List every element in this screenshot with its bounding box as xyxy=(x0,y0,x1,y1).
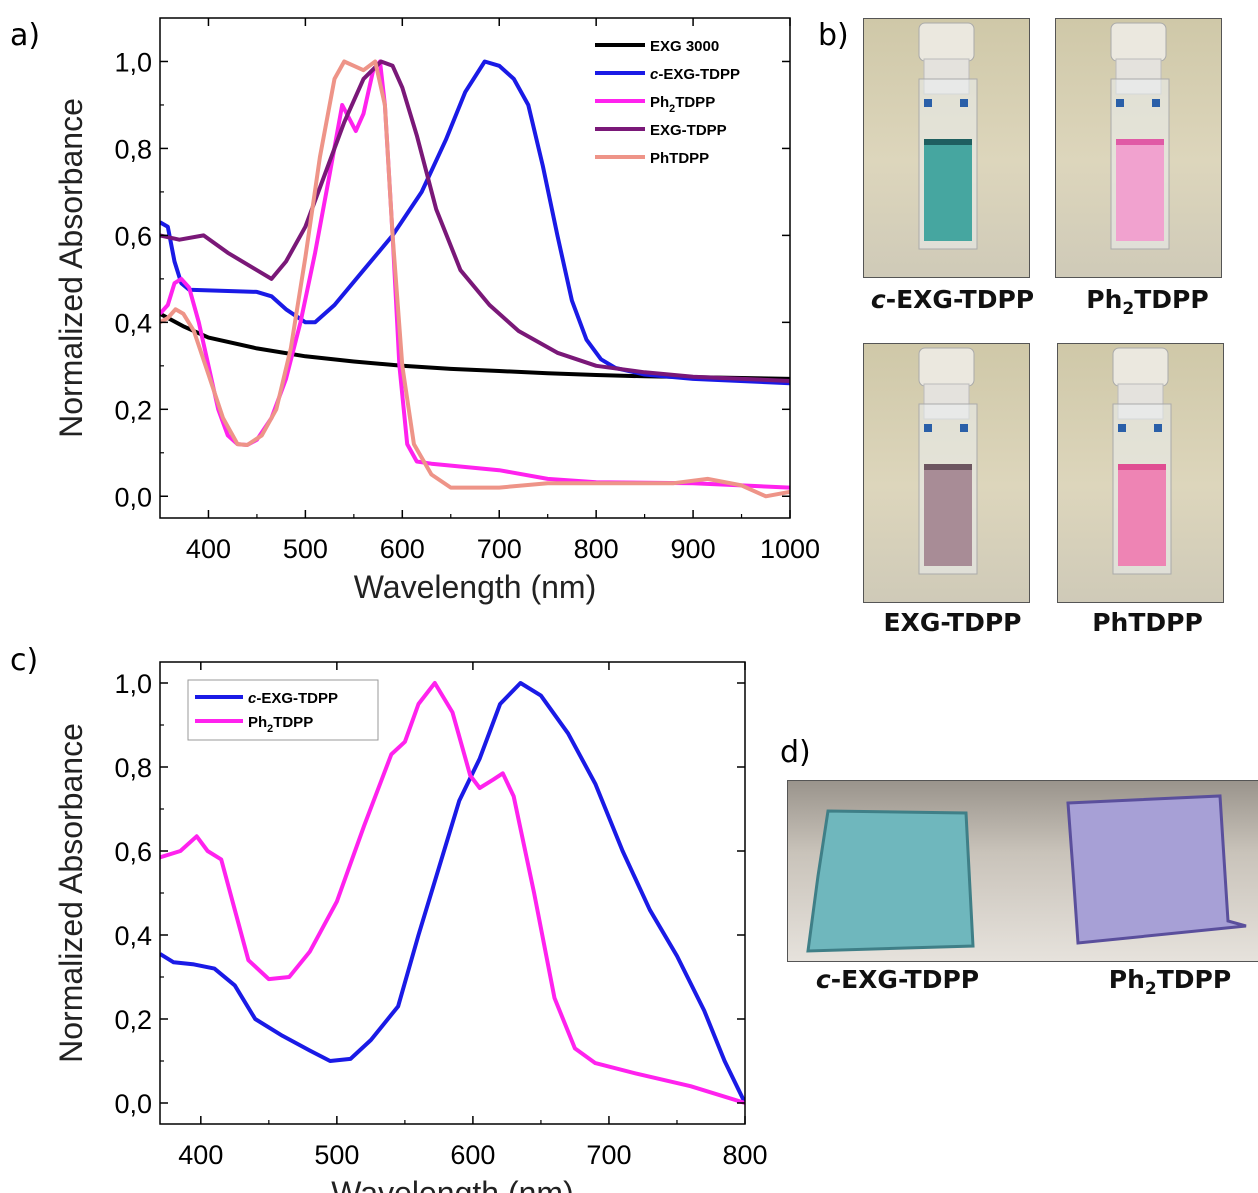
legend-label-3: EXG-TDPP xyxy=(650,122,727,139)
legend-label-0: c-EXG-TDPP xyxy=(248,690,338,707)
cuvette-caption-2: EXG-TDPP xyxy=(883,608,1022,637)
y-tick-label: 0,2 xyxy=(114,1005,152,1035)
cuvette-cap xyxy=(1110,22,1167,62)
x-tick-label: 500 xyxy=(314,1140,359,1170)
y-tick-label: 0,4 xyxy=(114,308,152,338)
cuvette-marker xyxy=(1118,424,1126,432)
series-line-1 xyxy=(160,59,790,386)
absorbance-chart-c: 400 500 600 700 800 0,0 0,2 0,4 0,6 0,8 1,0 Wavelen… xyxy=(53,661,768,1193)
series-line-0 xyxy=(160,681,745,1104)
legend-label-1: c-EXG-TDPP xyxy=(650,66,740,83)
cuvette-photo-1 xyxy=(1055,18,1222,278)
legend-label-4: PhTDPP xyxy=(650,150,709,167)
cuvette-marker xyxy=(960,99,968,107)
cuvette-cap xyxy=(918,22,975,62)
legend-box xyxy=(187,679,379,741)
x-tick-label: 700 xyxy=(586,1140,631,1170)
cuvette-cap xyxy=(918,347,975,387)
series-line-0 xyxy=(160,311,790,381)
panel-label-a: a) xyxy=(10,18,41,53)
cuvette-caption-0: c-EXG-TDPP xyxy=(870,285,1035,314)
series-line-3 xyxy=(160,59,790,383)
series-line-2 xyxy=(160,59,790,490)
cuvette-caption-1: Ph2TDPP xyxy=(1086,285,1209,319)
absorbance-chart-a: 400 500 600 700 800 900 1000 0,0 0,2 0,4 0,6 0,8 1,0… xyxy=(53,17,820,605)
cuvette-cap xyxy=(1112,347,1169,387)
cuvette-meniscus xyxy=(1118,464,1166,470)
cuvette-marker xyxy=(1152,99,1160,107)
plot-frame xyxy=(159,17,791,519)
x-tick-label: 400 xyxy=(178,1140,223,1170)
y-tick-label: 0,8 xyxy=(114,753,152,783)
x-axis-label: Wavelength (nm) xyxy=(354,569,596,605)
legend-label-1: Ph2TDPP xyxy=(248,714,313,735)
cuvette-marker xyxy=(960,424,968,432)
cuvette-drawing-2 xyxy=(918,347,978,575)
film-caption-left: c-EXG-TDPP xyxy=(815,965,980,994)
y-tick-label: 1,0 xyxy=(114,47,152,77)
cuvette-drawing-0 xyxy=(918,22,978,250)
cuvette-marker xyxy=(1154,424,1162,432)
cuvette-photo-3 xyxy=(1057,343,1224,603)
cuvette-photo-0 xyxy=(863,18,1030,278)
x-tick-label: 400 xyxy=(186,534,231,564)
y-tick-label: 0,6 xyxy=(114,221,152,251)
cuvette-photo-2 xyxy=(863,343,1030,603)
y-axis-label: Normalized Absorbance xyxy=(53,723,89,1063)
cuvette-liquid xyxy=(924,464,972,566)
cuvette-liquid xyxy=(924,139,972,241)
cuvette-liquid xyxy=(1116,139,1164,241)
x-axis-label: Wavelength (nm) xyxy=(331,1175,573,1193)
film-photo-drawing xyxy=(806,794,1247,953)
panel-label-d: d) xyxy=(780,735,811,770)
x-tick-label: 700 xyxy=(477,534,522,564)
x-tick-label: 600 xyxy=(380,534,425,564)
cuvette-liquid xyxy=(1118,464,1166,566)
y-tick-label: 1,0 xyxy=(114,669,152,699)
cuvette-drawing-1 xyxy=(1110,22,1170,250)
y-tick-label: 0,2 xyxy=(114,395,152,425)
cuvette-meniscus xyxy=(1116,139,1164,145)
y-tick-label: 0,0 xyxy=(114,1089,152,1119)
x-tick-label: 800 xyxy=(574,534,619,564)
legend-label-0: EXG 3000 xyxy=(650,38,719,55)
y-tick-label: 0,6 xyxy=(114,837,152,867)
legend-label-2: Ph2TDPP xyxy=(650,94,715,115)
film-ph2tdpp xyxy=(1066,794,1247,945)
cuvette-marker xyxy=(924,424,932,432)
x-tick-label: 800 xyxy=(722,1140,767,1170)
cuvette-marker xyxy=(1116,99,1124,107)
cuvette-marker xyxy=(924,99,932,107)
film-c-exg-tdpp xyxy=(806,809,975,953)
x-tick-label: 500 xyxy=(283,534,328,564)
y-tick-label: 0,0 xyxy=(114,482,152,512)
series-line-4 xyxy=(160,59,790,499)
series-line-1 xyxy=(160,681,745,1105)
panel-label-b: b) xyxy=(818,18,849,53)
legend: c-EXG-TDPP Ph2TDPP xyxy=(187,679,379,741)
cuvette-caption-3: PhTDPP xyxy=(1092,608,1203,637)
x-tick-label: 900 xyxy=(671,534,716,564)
y-axis-label: Normalized Absorbance xyxy=(53,98,89,438)
panel-label-c: c) xyxy=(10,643,39,678)
legend: EXG 3000 c-EXG-TDPP Ph2TDPP EXG-TDPP PhTDPP xyxy=(595,38,740,167)
x-tick-label: 600 xyxy=(450,1140,495,1170)
cuvette-drawing-3 xyxy=(1112,347,1172,575)
cuvette-meniscus xyxy=(924,464,972,470)
film-caption-right: Ph2TDPP xyxy=(1108,965,1232,999)
film-photo xyxy=(787,780,1258,962)
y-tick-label: 0,4 xyxy=(114,921,152,951)
cuvette-meniscus xyxy=(924,139,972,145)
y-tick-label: 0,8 xyxy=(114,134,152,164)
x-tick-label: 1000 xyxy=(760,534,820,564)
